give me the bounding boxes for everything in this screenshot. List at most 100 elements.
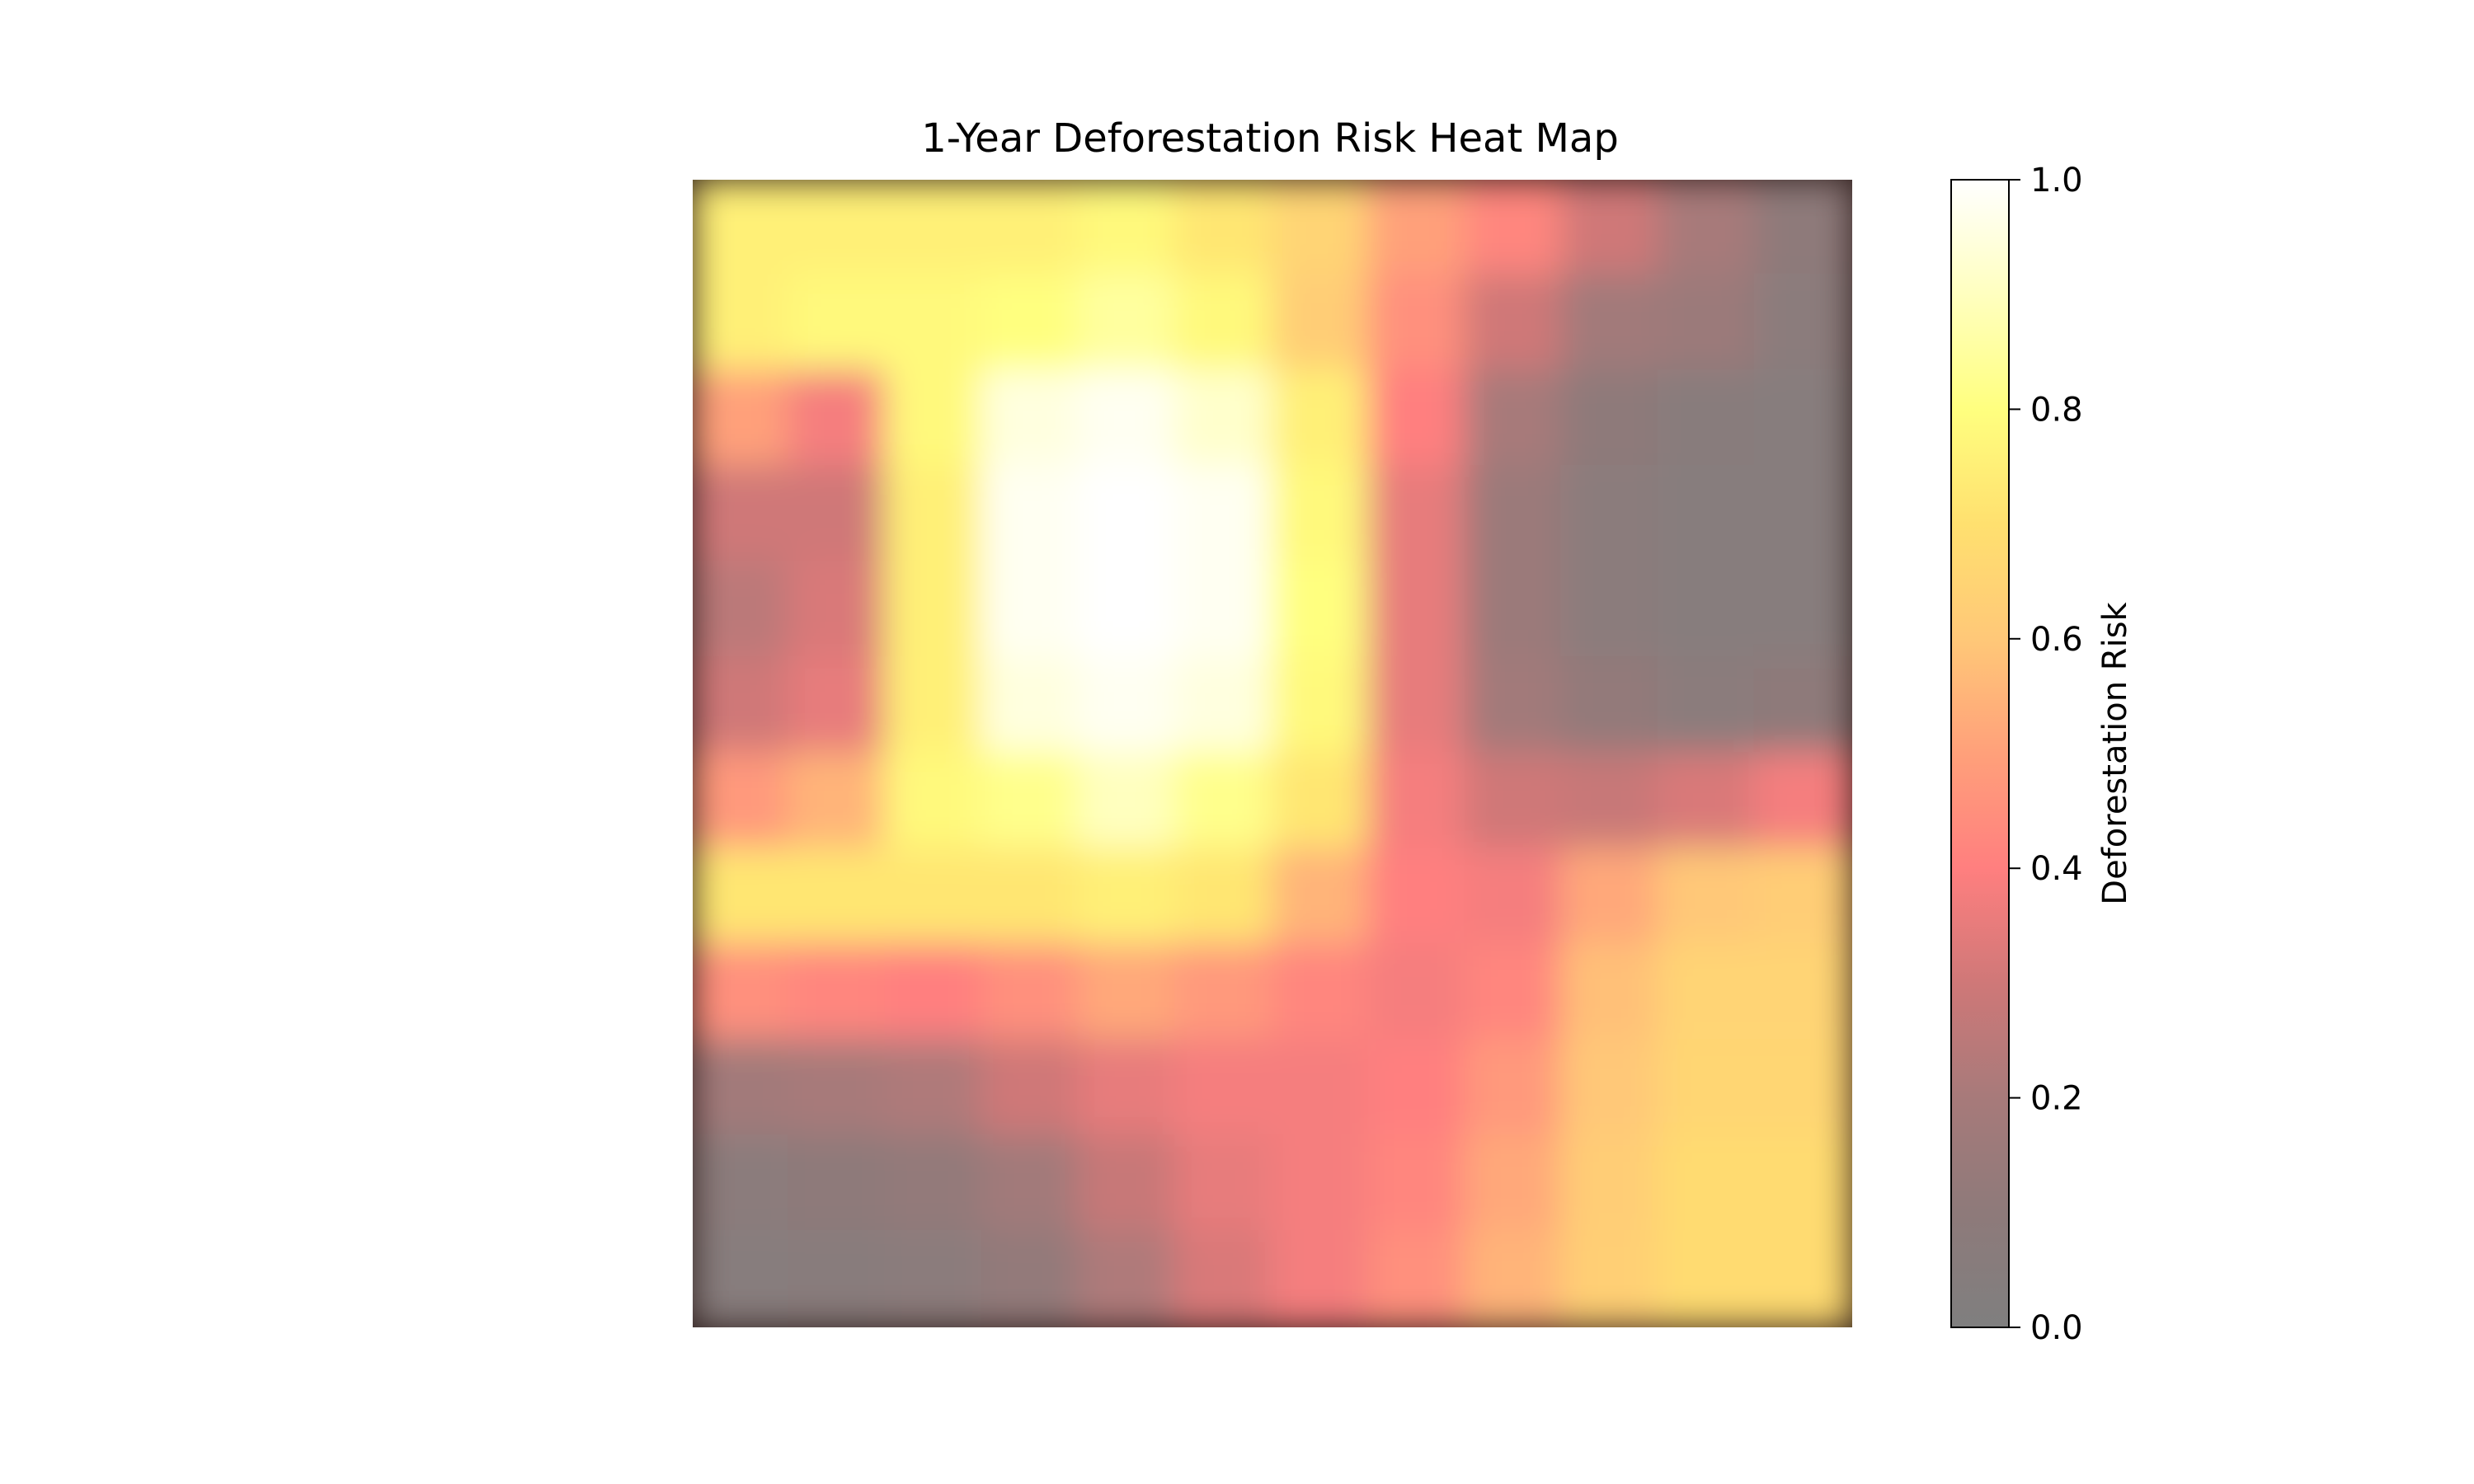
heatmap-cell <box>1560 752 1661 851</box>
colorbar-label: Deforestation Risk <box>2096 601 2134 904</box>
heatmap-cell <box>1077 1230 1178 1327</box>
heatmap-cell <box>981 465 1081 564</box>
heatmap-cell <box>1077 465 1178 564</box>
heatmap-cell <box>884 752 985 851</box>
heatmap-cell <box>1560 656 1661 755</box>
heatmap-cell <box>1657 369 1757 468</box>
heatmap-cell <box>1174 656 1274 755</box>
heatmap-cell <box>1657 752 1757 851</box>
heatmap-cell <box>1271 274 1371 373</box>
heatmap-cell <box>693 465 792 564</box>
heatmap-cell <box>1560 180 1661 277</box>
heatmap-cell <box>788 465 888 564</box>
heatmap-cell <box>1560 1039 1661 1138</box>
heatmap-cell <box>1367 274 1468 373</box>
heatmap-cell <box>981 943 1081 1042</box>
heatmap-cell <box>1464 1039 1564 1138</box>
heatmap-cell <box>1077 274 1178 373</box>
heatmap-cell <box>1560 561 1661 660</box>
heatmap-cell <box>693 561 792 660</box>
heatmap-cell <box>981 369 1081 468</box>
heatmap-cell <box>981 274 1081 373</box>
heatmap-cell <box>1174 369 1274 468</box>
heatmap-cell <box>1753 656 1852 755</box>
heatmap-cell <box>884 943 985 1042</box>
heatmap-cell <box>1657 656 1757 755</box>
heatmap-cell <box>1560 943 1661 1042</box>
heatmap-cell <box>1174 943 1274 1042</box>
heatmap-cell <box>1753 848 1852 946</box>
heatmap-cell <box>1657 943 1757 1042</box>
heatmap-cell <box>788 369 888 468</box>
heatmap-cell <box>1464 656 1564 755</box>
colorbar-tick-label: 0.4 <box>2030 850 2083 888</box>
heatmap-cell <box>788 943 888 1042</box>
heatmap-cell <box>1560 1230 1661 1327</box>
heatmap-cell <box>693 1134 792 1233</box>
heatmap-cell <box>1271 1134 1371 1233</box>
heatmap-cell <box>693 274 792 373</box>
heatmap-cell <box>981 752 1081 851</box>
heatmap-cell <box>1077 1134 1178 1233</box>
colorbar-tick-label: 0.0 <box>2030 1309 2083 1347</box>
heatmap-cell <box>1271 369 1371 468</box>
heatmap-cell <box>1657 1134 1757 1233</box>
heatmap-cell <box>1657 561 1757 660</box>
heatmap-cell <box>788 848 888 946</box>
heatmap-cell <box>788 1039 888 1138</box>
heatmap-cell <box>1174 1039 1274 1138</box>
heatmap-cell <box>884 274 985 373</box>
heatmap-cell <box>1560 369 1661 468</box>
heatmap-cell <box>1271 561 1371 660</box>
heatmap-cell <box>1464 848 1564 946</box>
heatmap-cell <box>1464 1134 1564 1233</box>
heatmap-cell <box>981 1039 1081 1138</box>
heatmap-cell <box>1367 848 1468 946</box>
chart-title: 1-Year Deforestation Risk Heat Map <box>921 115 1619 162</box>
heatmap-cell <box>1560 465 1661 564</box>
heatmap-cell <box>981 561 1081 660</box>
heatmap-cell <box>1367 1134 1468 1233</box>
heatmap-cell <box>1753 752 1852 851</box>
colorbar-tick-label: 0.8 <box>2030 391 2083 429</box>
heatmap-cell <box>884 848 985 946</box>
heatmap-cell <box>884 656 985 755</box>
heatmap-cell <box>693 752 792 851</box>
heatmap-cell <box>693 1230 792 1327</box>
heatmap-cell <box>788 752 888 851</box>
heatmap-cell <box>981 1230 1081 1327</box>
heatmap-cell <box>788 1230 888 1327</box>
heatmap-cell <box>788 1134 888 1233</box>
heatmap-cell <box>788 180 888 277</box>
heatmap-cell <box>1753 465 1852 564</box>
colorbar-gradient <box>1950 179 2010 1328</box>
heatmap-cell <box>788 656 888 755</box>
heatmap-cell <box>1657 180 1757 277</box>
heatmap-cell <box>1753 1230 1852 1327</box>
heatmap-cell <box>1560 1134 1661 1233</box>
heatmap-cell <box>1077 561 1178 660</box>
colorbar-tick-label: 1.0 <box>2030 162 2083 200</box>
heatmap-cell <box>1464 752 1564 851</box>
heatmap-cell <box>884 561 985 660</box>
heatmap-cell <box>693 1039 792 1138</box>
heatmap-cell <box>1464 561 1564 660</box>
heatmap-cell <box>1271 1230 1371 1327</box>
heatmap-cell <box>1367 752 1468 851</box>
heatmap-cell <box>1077 180 1178 277</box>
heatmap-cell <box>1464 1230 1564 1327</box>
heatmap-cell <box>1271 180 1371 277</box>
heatmap-cell <box>1560 848 1661 946</box>
heatmap-cell <box>1077 369 1178 468</box>
heatmap-cell <box>1077 848 1178 946</box>
heatmap-cell <box>1271 943 1371 1042</box>
heatmap-cell <box>1271 1039 1371 1138</box>
heatmap-cell <box>1367 465 1468 564</box>
heatmap-cell <box>1271 848 1371 946</box>
heatmap-cell <box>1077 943 1178 1042</box>
heatmap-cell <box>788 274 888 373</box>
heatmap-cell <box>1367 1039 1468 1138</box>
heatmap-cell <box>1367 369 1468 468</box>
heatmap-cell <box>1464 943 1564 1042</box>
heatmap-cell <box>1560 274 1661 373</box>
